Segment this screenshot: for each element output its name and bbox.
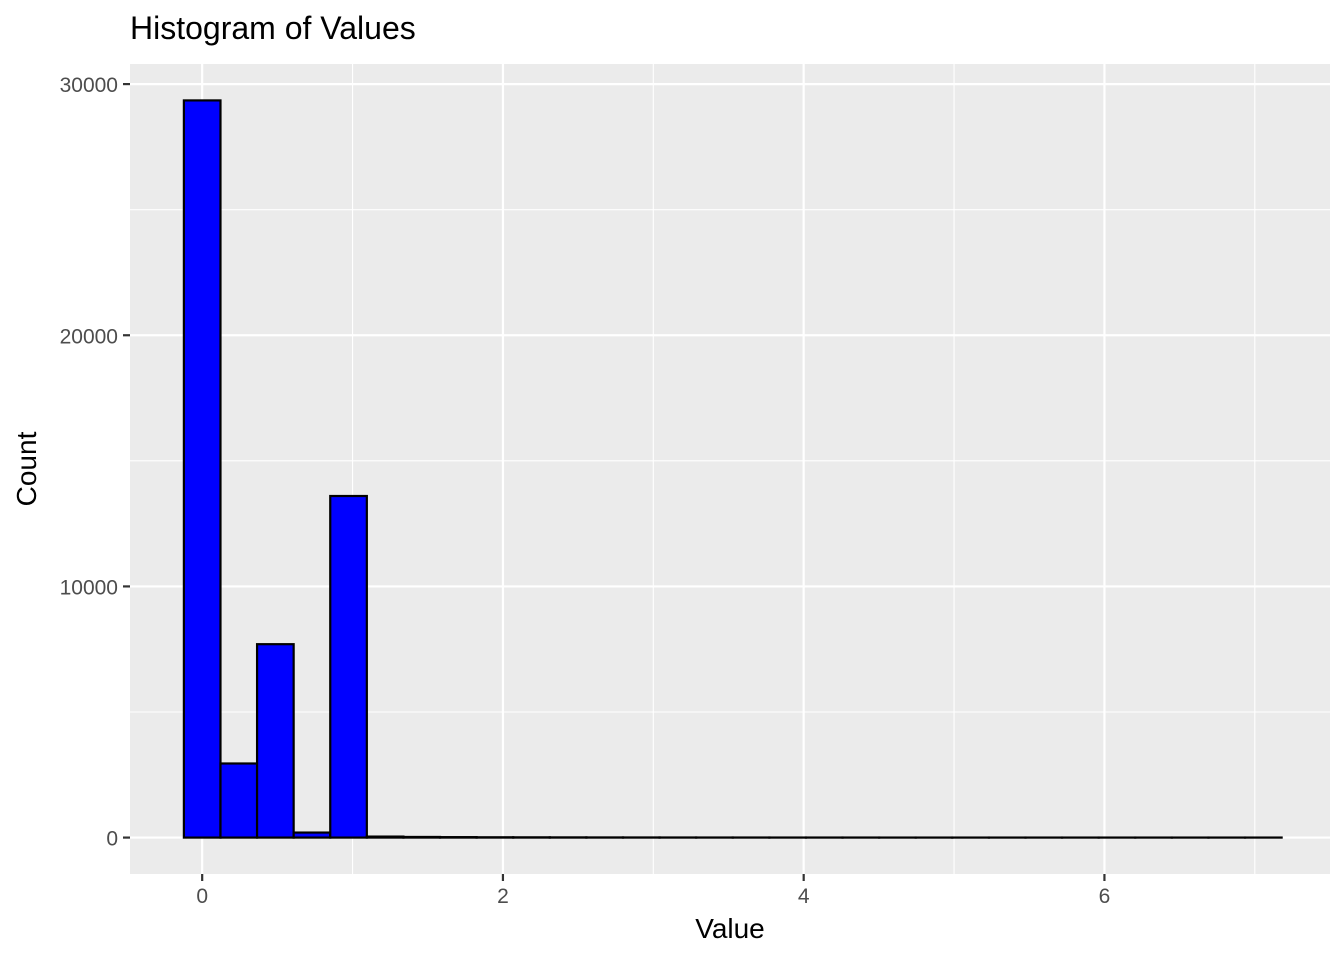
plot-panel: [130, 64, 1330, 874]
chart-title: Histogram of Values: [130, 10, 416, 46]
x-tick-label: 0: [196, 885, 208, 908]
x-axis-label: Value: [695, 913, 765, 944]
x-axis: 0 2 4 6: [196, 874, 1110, 908]
histogram-bar: [184, 100, 221, 837]
x-tick-label: 2: [497, 885, 509, 908]
y-axis-label: Count: [11, 431, 42, 506]
histogram-bar: [294, 833, 331, 838]
y-tick-label: 30000: [60, 74, 118, 97]
y-axis: 0 10000 20000 30000: [60, 74, 130, 850]
histogram-bar: [403, 837, 440, 838]
histogram-bar: [330, 496, 367, 838]
x-tick-label: 6: [1099, 885, 1111, 908]
y-tick-label: 20000: [60, 325, 118, 348]
histogram-bar: [257, 644, 294, 837]
x-tick-label: 4: [798, 885, 810, 908]
y-tick-label: 0: [106, 828, 118, 851]
histogram-bar: [220, 763, 257, 837]
histogram-bar: [367, 837, 404, 838]
y-tick-label: 10000: [60, 576, 118, 599]
